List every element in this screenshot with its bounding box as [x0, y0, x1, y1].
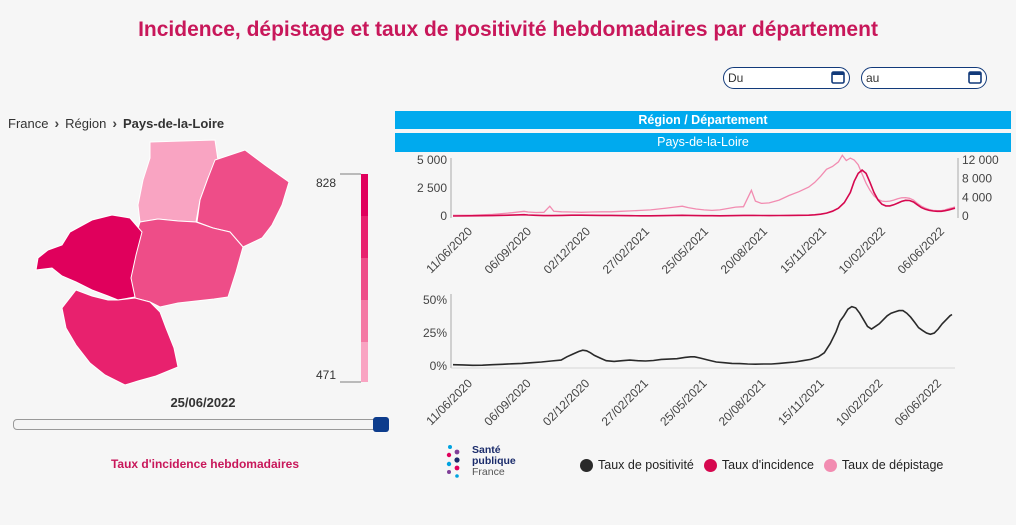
breadcrumb-france[interactable]: France	[8, 115, 49, 131]
scale-min-label: 471	[316, 368, 336, 382]
y-tick-label: 50%	[423, 293, 447, 307]
x-tick-label: 20/08/2021	[716, 376, 769, 429]
color-scale-step	[361, 174, 368, 216]
map-caption: Taux d'incidence hebdomadaires	[110, 457, 299, 471]
selected-area-header[interactable]: Pays-de-la-Loire	[395, 133, 1011, 152]
date-to-input[interactable]: au	[861, 67, 987, 89]
legend-label: Taux de dépistage	[841, 458, 944, 472]
x-tick-label: 02/12/2020	[540, 376, 593, 429]
map-date: 25/06/2022	[170, 395, 236, 410]
x-tick-label: 06/06/2022	[895, 224, 948, 277]
y-tick-label-right: 8 000	[962, 172, 992, 186]
legend-item-incidence[interactable]: Taux d'incidence	[703, 458, 814, 472]
color-scale-legend: 828 471	[316, 173, 368, 383]
logo-dots-icon	[446, 445, 460, 478]
date-from-label: Du	[728, 71, 744, 85]
x-tick-label: 27/02/2021	[600, 224, 653, 277]
sante-publique-france-logo: Santé publique France	[444, 443, 534, 483]
logo-line-1: Santé	[472, 444, 501, 456]
legend-item-depistage[interactable]: Taux de dépistage	[823, 458, 944, 472]
map-department-vendee[interactable]	[61, 289, 179, 386]
map-department-loire-atlantique[interactable]	[35, 214, 143, 301]
department-map	[35, 139, 290, 386]
x-tick-label: 15/11/2021	[777, 224, 829, 276]
color-scale-step	[361, 300, 368, 342]
breadcrumb-region[interactable]: Région	[65, 115, 107, 131]
x-tick-label: 25/05/2021	[657, 376, 710, 429]
color-scale-step	[361, 258, 368, 300]
logo-line-3: France	[472, 466, 505, 478]
series-line-depistage	[452, 154, 956, 216]
x-tick-label: 10/02/2022	[833, 376, 886, 429]
y-tick-label-left: 0	[440, 209, 447, 223]
x-tick-label: 06/09/2020	[482, 224, 535, 277]
x-tick-label: 02/12/2020	[541, 224, 594, 277]
y-tick-label-left: 5 000	[417, 153, 447, 167]
x-tick-label: 11/06/2020	[423, 224, 475, 276]
logo-text: Santé publique France	[472, 445, 516, 478]
chevron-right-icon: ›	[112, 115, 118, 131]
positivity-chart: 0% 25% 50% 11/06/2020 06/09/2020 02/12/2020 27…	[423, 293, 955, 429]
legend-label: Taux de positivité	[598, 458, 694, 472]
y-tick-label-right: 0	[962, 209, 969, 223]
map-department-maine-et-loire[interactable]	[126, 218, 244, 308]
color-scale-step	[361, 342, 368, 382]
x-tick-label: 10/02/2022	[836, 224, 889, 277]
breadcrumb-current: Pays-de-la-Loire	[123, 115, 225, 131]
y-tick-label: 0%	[430, 359, 448, 373]
chart-legend: Taux de positivité Taux d'incidence Taux…	[580, 458, 943, 472]
y-tick-label-right: 12 000	[962, 153, 999, 167]
scale-max-label: 828	[316, 176, 336, 190]
x-tick-label: 20/08/2021	[718, 224, 771, 277]
x-tick-label: 06/06/2022	[892, 376, 945, 429]
level-header[interactable]: Région / Département	[395, 111, 1011, 129]
series-line-positivite	[452, 305, 953, 367]
date-slider-track[interactable]	[13, 419, 385, 430]
calendar-icon[interactable]	[968, 70, 982, 84]
x-tick-label: 27/02/2021	[599, 376, 652, 429]
legend-label: Taux d'incidence	[721, 458, 814, 472]
x-tick-label: 15/11/2021	[775, 376, 827, 428]
calendar-icon[interactable]	[831, 70, 845, 84]
date-to-label: au	[866, 71, 880, 85]
legend-dot	[823, 458, 837, 472]
x-tick-label: 11/06/2020	[423, 376, 475, 428]
legend-dot	[580, 458, 593, 472]
x-tick-label: 06/09/2020	[481, 376, 534, 429]
y-tick-label: 25%	[423, 326, 447, 340]
date-from-input[interactable]: Du	[723, 67, 850, 89]
logo-line-2: publique	[472, 455, 516, 467]
map-department-sarthe[interactable]	[196, 149, 290, 248]
y-tick-label-right: 4 000	[962, 190, 992, 204]
breadcrumb: France › Région › Pays-de-la-Loire	[8, 115, 224, 131]
color-scale-step	[361, 216, 368, 258]
chevron-right-icon: ›	[54, 115, 60, 131]
x-tick-label: 25/05/2021	[659, 224, 712, 277]
page-title: Incidence, dépistage et taux de positivi…	[138, 18, 878, 41]
series-line-incidence	[452, 169, 956, 217]
date-slider-handle[interactable]	[373, 417, 389, 432]
legend-dot	[703, 458, 717, 472]
legend-item-positivite[interactable]: Taux de positivité	[580, 458, 694, 472]
y-tick-label-left: 2 500	[417, 181, 447, 195]
